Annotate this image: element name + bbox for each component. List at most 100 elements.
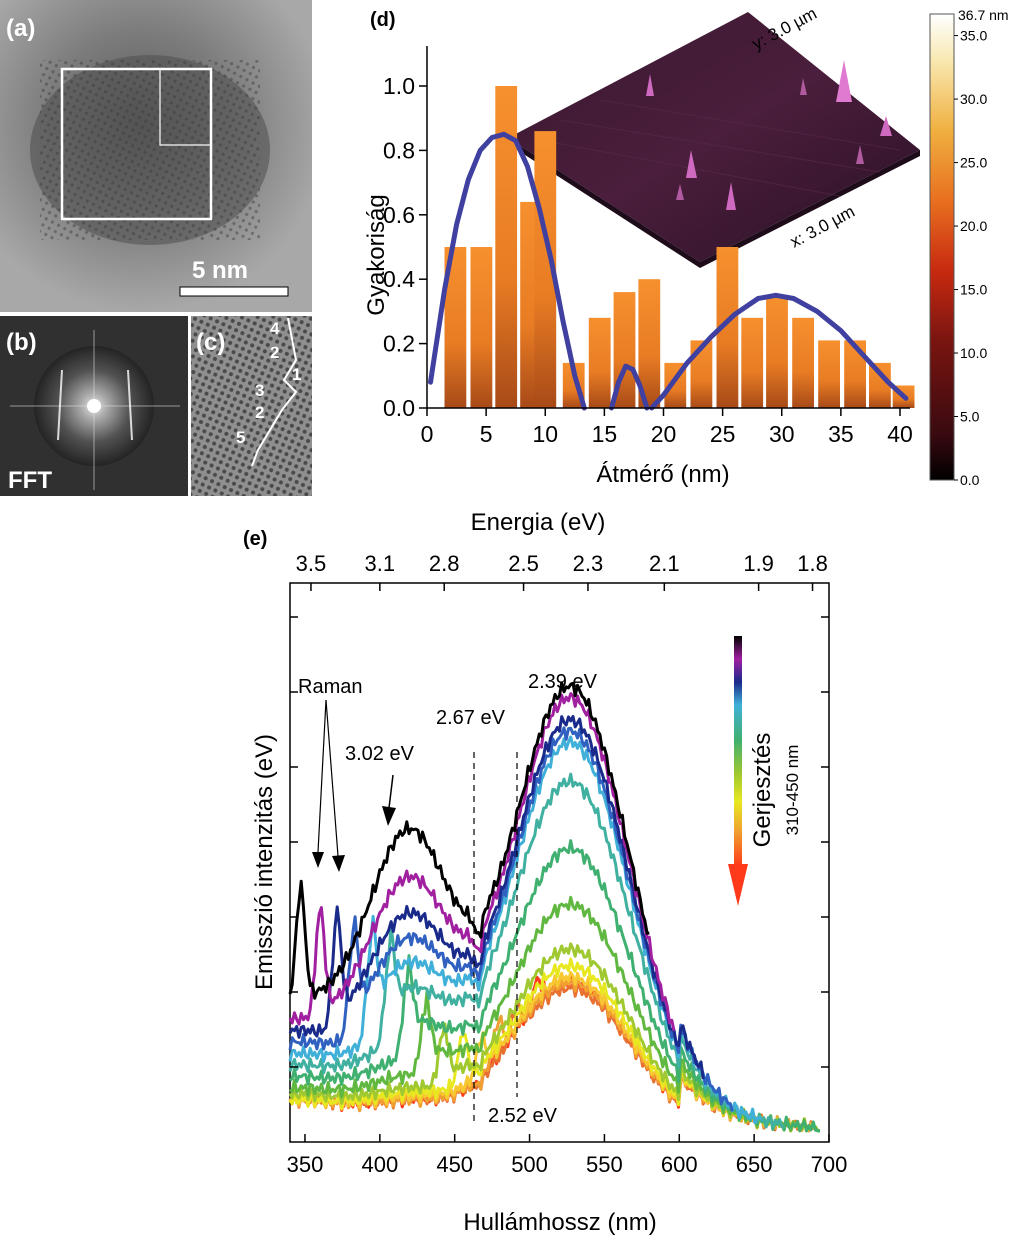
histogram-bar [444, 247, 467, 408]
x-tick-label: 15 [592, 421, 618, 447]
x-tick-label: 0 [421, 421, 434, 447]
emission-y-label: Emisszió intenzitás (eV) [251, 734, 278, 990]
histogram-bar [638, 279, 661, 408]
stacking-number: 4 [270, 319, 280, 338]
x-tick-label: 20 [651, 421, 677, 447]
histogram-y-label: Gyakoriság [363, 194, 390, 315]
emission-axes: 350 400 450 500 550 600 650 700 3.5 3.1 2.8 2.5 2.3 2… [287, 551, 848, 1177]
hrtem-image [191, 316, 312, 496]
panel-label-c: (c) [196, 329, 225, 356]
afm-peak [800, 78, 807, 95]
colorbar-tick-label: 30.0 [960, 91, 987, 107]
colorbar-tick-label: 10.0 [960, 345, 987, 361]
stacking-number: 2 [255, 403, 264, 422]
energy-tick-label: 1.9 [743, 551, 774, 576]
legend-title: Gerjesztés [749, 733, 776, 848]
histogram-bar [588, 317, 611, 408]
histogram-x-label: Átmérő (nm) [596, 461, 729, 488]
scale-bar-label: 5 nm [192, 257, 248, 284]
afm-peak [726, 182, 736, 210]
panel-label-e: (e) [243, 528, 267, 550]
raman-label: Raman [298, 676, 362, 698]
label-239: 2.39 eV [528, 671, 598, 693]
wl-tick-label: 700 [811, 1152, 848, 1177]
wavelength-axis-label: Hullámhossz (nm) [463, 1209, 656, 1236]
wl-tick-label: 500 [511, 1152, 548, 1177]
histogram-bar [766, 295, 788, 408]
wl-tick-label: 550 [586, 1152, 623, 1177]
emission-spectrum [288, 692, 676, 1032]
afm-peak [880, 116, 892, 136]
label-267: 2.67 eV [436, 707, 506, 729]
energy-tick-label: 2.1 [649, 551, 680, 576]
afm-edge-side [700, 150, 920, 268]
lattice-texture [40, 60, 260, 240]
afm-peak [856, 145, 864, 164]
label-302: 3.02 eV [345, 743, 415, 765]
excitation-legend-arrow [728, 864, 748, 906]
y-tick-label: 0.4 [383, 266, 415, 292]
afm-peak [676, 184, 684, 200]
x-tick-label: 25 [710, 421, 736, 447]
afm-peak [646, 74, 654, 96]
histogram-bar [534, 131, 557, 408]
y-tick-label: 1.0 [383, 73, 415, 99]
colorbar-ticks: 35.0 30.0 25.0 20.0 15.0 10.0 5.0 0.0 [954, 28, 987, 488]
stacking-number: 3 [255, 381, 264, 400]
scale-bar [179, 286, 289, 297]
fft-center-spot [87, 399, 101, 413]
histogram-bar [869, 362, 891, 408]
panel-d: (d) y: 3.0 µm x: 3.0 µm 0 5 10 15 20 25 3 [363, 4, 1009, 488]
y-tick-label: 0.6 [383, 202, 415, 228]
raman-arrow-2 [325, 699, 339, 857]
x-tick-label: 5 [480, 421, 493, 447]
energy-tick-label: 1.8 [797, 551, 828, 576]
stacking-line [251, 317, 298, 467]
panel-e: (e) Energia (eV) 350 400 450 500 550 600 650 70… [243, 509, 847, 1236]
panel-label-b: (b) [6, 329, 37, 356]
histogram-bar [470, 247, 493, 408]
panel-b: (b) FFT [0, 316, 188, 496]
energy-tick-label: 2.8 [429, 551, 460, 576]
histogram-bar [716, 247, 739, 408]
energy-tick-label: 3.1 [365, 551, 396, 576]
y-tick-label: 0.8 [383, 137, 415, 163]
legend-range: 310-450 nm [783, 745, 802, 836]
fit-curve [609, 363, 650, 411]
colorbar-tick-label: 5.0 [960, 409, 980, 425]
label-252: 2.52 eV [488, 1105, 558, 1127]
stacking-number: 5 [236, 428, 245, 447]
y-tick-label: 0.0 [383, 395, 415, 421]
colorbar-tick-label: 35.0 [960, 28, 987, 44]
emission-spectrum [288, 681, 650, 1000]
zoom-box-small [159, 68, 212, 146]
energy-tick-label: 2.5 [508, 551, 539, 576]
x-tick-label: 10 [532, 421, 558, 447]
panel-label-d: (d) [370, 9, 396, 31]
emission-spectra [288, 681, 820, 1133]
histogram-fit-curves [428, 131, 909, 411]
panel-a: (a) 5 nm [0, 0, 312, 312]
histogram-bar [495, 86, 518, 408]
fit-curve [428, 131, 587, 411]
energy-tick-label: 3.5 [296, 551, 327, 576]
x-tick-label: 35 [828, 421, 854, 447]
wl-tick-label: 400 [361, 1152, 398, 1177]
excitation-legend-bar [734, 636, 742, 866]
energy-axis-label: Energia (eV) [471, 509, 606, 536]
panel-label-a: (a) [6, 15, 35, 42]
energy-tick-label: 2.3 [573, 551, 604, 576]
histogram-bar [741, 317, 764, 408]
y-tick-label: 0.2 [383, 331, 415, 357]
fit-curve [649, 292, 909, 411]
histogram-axes: 0 5 10 15 20 25 30 35 40 0.0 0.2 0.4 0.6 0.8 1.0 [383, 46, 913, 447]
wl-tick-label: 350 [287, 1152, 324, 1177]
histogram-bars [444, 86, 915, 408]
wl-tick-label: 450 [436, 1152, 473, 1177]
colorbar-tick-label: 15.0 [960, 282, 987, 298]
height-colorbar: 36.7 nm 35.0 30.0 25.0 20.0 15.0 10.0 5.0 0.0 [929, 7, 1009, 488]
stacking-number: 1 [292, 365, 301, 384]
wl-tick-label: 650 [736, 1152, 773, 1177]
panel-c: (c) 4 2 1 3 2 5 [191, 316, 312, 496]
